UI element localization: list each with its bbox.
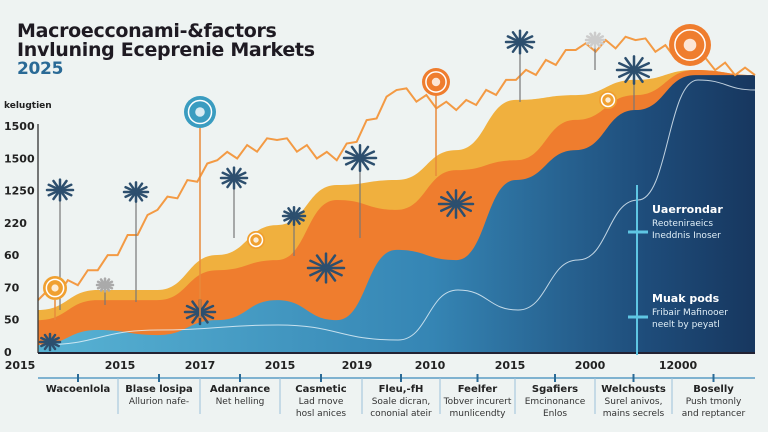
caption-title: Feelfer	[457, 384, 498, 395]
caption-text: and reptancer	[681, 409, 746, 419]
palm-tree-icon	[95, 277, 115, 305]
caption-title: Casmetic	[295, 384, 347, 395]
chart-title: Macroecconami-&factors Invluning Ecepren…	[17, 22, 315, 79]
palm-tree-icon	[504, 29, 536, 102]
title-year: 2025	[17, 59, 64, 79]
palm-tree-icon	[437, 189, 475, 219]
y-tick-label: 1500	[4, 152, 35, 165]
caption-text: Enlos	[542, 409, 568, 419]
palm-tree-icon	[342, 143, 378, 238]
y-tick-label: 220	[4, 217, 27, 230]
medallion-icon	[43, 276, 67, 320]
title-line-2: Invluning Eceprenie Markets	[17, 39, 315, 61]
palm-tree-icon	[122, 181, 150, 302]
x-tick-label: 2010	[415, 359, 446, 372]
caption-text: Tobver incurert	[443, 397, 512, 407]
y-axis-label: kelugtien	[4, 101, 52, 111]
blue-area	[38, 75, 755, 353]
palm-tree-icon	[281, 205, 307, 256]
caption-text: Allurion nafe-	[128, 397, 190, 407]
panel-note-title: Muak pods	[652, 292, 720, 305]
caption-title: Sgafiers	[531, 384, 579, 395]
caption-text: mains secrels	[602, 409, 665, 419]
caption-column: Casmetic Lad rnove hosl anices	[280, 384, 362, 420]
x-tick-label: 2015	[5, 359, 36, 372]
x-tick-label: 2015	[495, 359, 526, 372]
caption-title: Fleu,-fH	[378, 384, 424, 395]
caption-text: Net helling	[215, 397, 265, 407]
panel-note-text: Fribair Mafinooer	[652, 308, 728, 318]
medallion-icon	[247, 231, 265, 249]
caption-column: Wacoenlola	[38, 384, 118, 396]
caption-text: munlicendty	[449, 409, 506, 419]
y-tick-label: 0	[4, 346, 12, 359]
caption-text: Soale dicran,	[371, 397, 431, 407]
orange-line	[37, 35, 756, 301]
y-tick-label: 70	[4, 281, 20, 294]
caption-title: Blase losipa	[125, 384, 193, 395]
caption-title: Welchousts	[601, 384, 666, 395]
y-tick-label: 1500	[4, 120, 35, 133]
caption-title: Wacoenlola	[45, 384, 111, 395]
panel-note-text: Reoteniraeics	[652, 219, 714, 229]
medallion-icon	[599, 91, 617, 109]
caption-column: Feelfer Tobver incurert munlicendty	[440, 384, 515, 420]
panel-note-title: Uaerrondar	[652, 203, 723, 216]
palm-tree-icon	[45, 178, 75, 310]
caption-text: Surel anivos,	[604, 397, 663, 407]
caption-text: Emcinonance	[524, 397, 586, 407]
x-tick-label: 2019	[342, 359, 373, 372]
trend-line	[39, 79, 756, 346]
x-tick-label: 2017	[185, 359, 216, 372]
panel-note-text: neelt by peyatl	[652, 320, 720, 330]
palm-tree-icon	[584, 31, 606, 70]
caption-text: Push tmonly	[685, 397, 742, 407]
caption-title: Boselly	[693, 384, 734, 395]
palm-tree-icon	[219, 166, 249, 238]
caption-text: cononial ateir	[370, 409, 432, 419]
caption-text: hosl anices	[295, 409, 347, 419]
palm-tree-icon	[306, 252, 346, 284]
x-tick-label: 12000	[659, 359, 698, 372]
palm-tree-icon	[38, 332, 62, 352]
caption-column: Fleu,-fH Soale dicran, cononial ateir	[362, 384, 440, 420]
panel-note-1: Uaerrondar Reoteniraeics Ineddnis Inoser	[652, 204, 723, 242]
y-tick-label: 60	[4, 249, 20, 262]
caption-title: Adanrance	[209, 384, 271, 395]
y-tick-label: 1250	[4, 185, 35, 198]
medallion-icon	[184, 96, 216, 318]
palm-tree-icon	[615, 55, 653, 110]
x-tick-label: 2015	[105, 359, 136, 372]
caption-column: Blase losipa Allurion nafe-	[118, 384, 200, 408]
x-tick-label: 2000	[575, 359, 606, 372]
panel-note-2: Muak pods Fribair Mafinooer neelt by pey…	[652, 293, 728, 331]
medallion-icon	[422, 68, 450, 176]
caption-text: Lad rnove	[298, 397, 344, 407]
title-line-1: Macroecconami-&factors	[17, 20, 277, 42]
y-tick-label: 50	[4, 314, 20, 327]
medallion-icon	[669, 24, 711, 66]
x-tick-label: 2015	[265, 359, 296, 372]
caption-column: Welchousts Surel anivos, mains secrels	[595, 384, 672, 420]
caption-column: Sgafiers Emcinonance Enlos	[515, 384, 595, 420]
caption-column: Boselly Push tmonly and reptancer	[672, 384, 755, 420]
panel-note-text: Ineddnis Inoser	[652, 231, 721, 241]
caption-column: Adanrance Net helling	[200, 384, 280, 408]
